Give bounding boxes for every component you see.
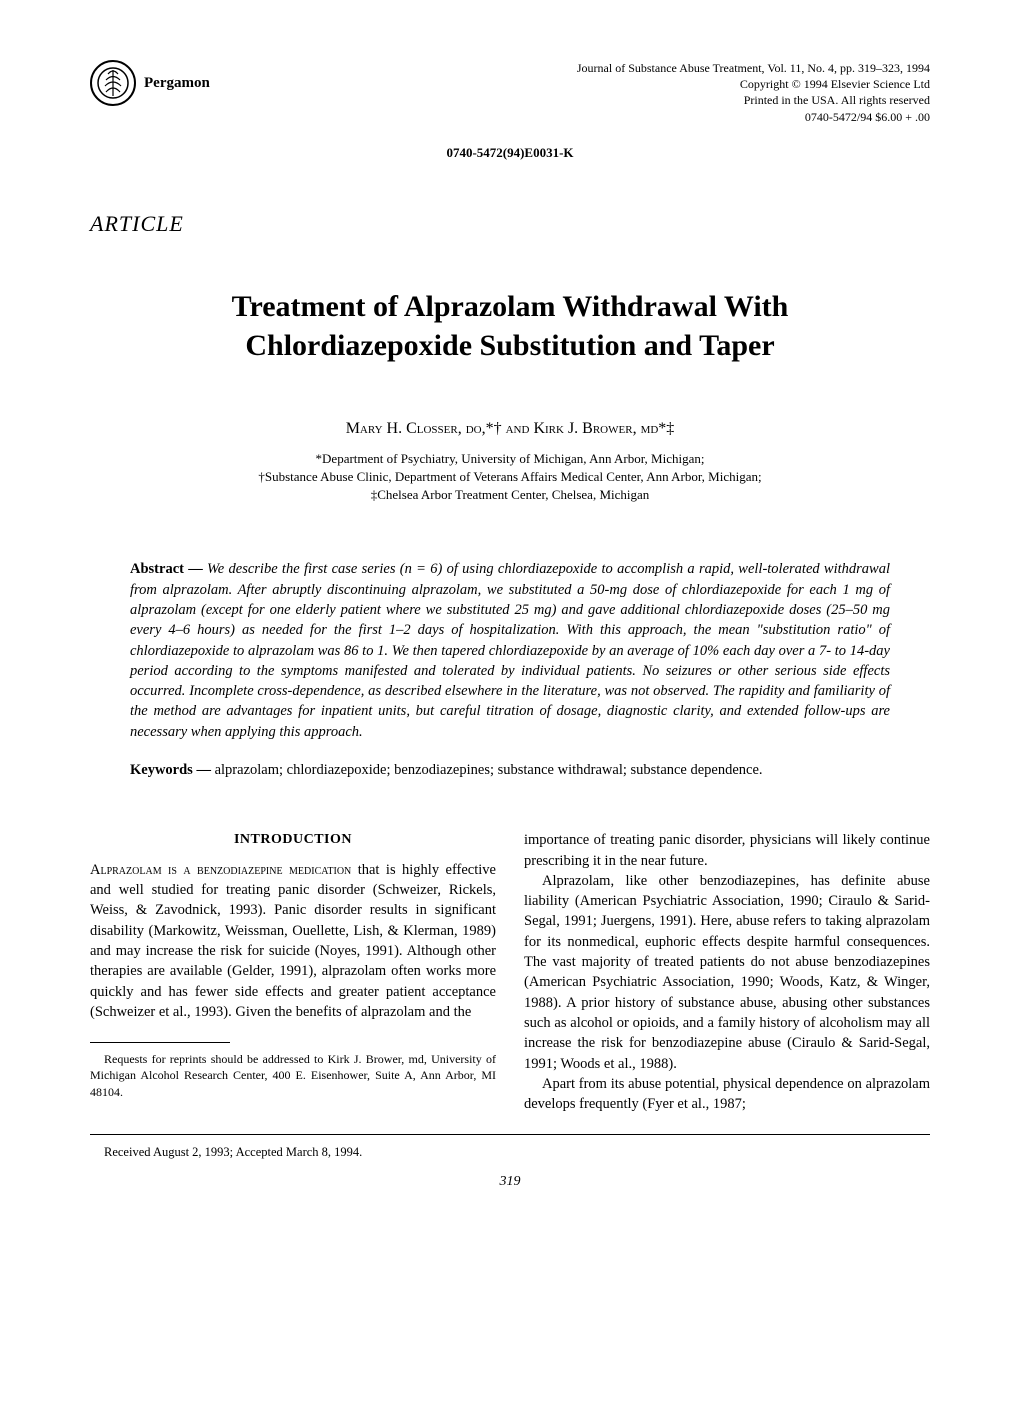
affiliation-2: †Substance Abuse Clinic, Department of V… <box>90 468 930 486</box>
title-line-2: Chlordiazepoxide Substitution and Taper <box>245 329 774 362</box>
publisher-name: Pergamon <box>144 75 210 92</box>
journal-citation: Journal of Substance Abuse Treatment, Vo… <box>577 60 930 76</box>
affiliations: *Department of Psychiatry, University of… <box>90 450 930 505</box>
bottom-rule <box>90 1134 930 1135</box>
article-title: Treatment of Alprazolam Withdrawal With … <box>90 287 930 365</box>
column-right: importance of treating panic disorder, p… <box>524 830 930 1114</box>
article-type: ARTICLE <box>90 211 930 237</box>
received-dates: Received August 2, 1993; Accepted March … <box>90 1145 930 1160</box>
header-row: Pergamon Journal of Substance Abuse Trea… <box>90 60 930 125</box>
title-line-1: Treatment of Alprazolam Withdrawal With <box>232 290 789 323</box>
publisher-block: Pergamon <box>90 60 210 106</box>
pii-identifier: 0740-5472(94)E0031-K <box>90 145 930 161</box>
affiliation-1: *Department of Psychiatry, University of… <box>90 450 930 468</box>
keywords: Keywords — alprazolam; chlordiazepoxide;… <box>130 760 890 780</box>
affiliation-3: ‡Chelsea Arbor Treatment Center, Chelsea… <box>90 486 930 504</box>
authors: Mary H. Closser, do,*† and Kirk J. Browe… <box>90 420 930 438</box>
footnote-rule <box>90 1042 230 1043</box>
intro-paragraph-1: Alprazolam is a benzodiazepine medicatio… <box>90 860 496 1022</box>
keywords-label: Keywords — <box>130 762 215 778</box>
journal-info: Journal of Substance Abuse Treatment, Vo… <box>577 60 930 125</box>
abstract: Abstract — We describe the first case se… <box>130 559 890 742</box>
journal-rights: Printed in the USA. All rights reserved <box>577 92 930 108</box>
intro-rest: that is highly effective and well studie… <box>90 862 496 1020</box>
intro-paragraph-2: Alprazolam, like other benzodiazepines, … <box>524 871 930 1074</box>
column-left: INTRODUCTION Alprazolam is a benzodiazep… <box>90 830 496 1114</box>
keywords-body: alprazolam; chlordiazepoxide; benzodiaze… <box>215 762 763 778</box>
journal-issn-price: 0740-5472/94 $6.00 + .00 <box>577 109 930 125</box>
intro-continued: importance of treating panic disorder, p… <box>524 830 930 871</box>
abstract-label: Abstract — <box>130 561 207 577</box>
introduction-heading: INTRODUCTION <box>90 830 496 850</box>
body-columns: INTRODUCTION Alprazolam is a benzodiazep… <box>90 830 930 1114</box>
abstract-body: We describe the first case series (n = 6… <box>130 561 890 739</box>
reprint-requests: Requests for reprints should be addresse… <box>90 1051 496 1100</box>
journal-copyright: Copyright © 1994 Elsevier Science Ltd <box>577 76 930 92</box>
intro-lead: Alprazolam is a benzodiazepine medicatio… <box>90 862 351 878</box>
pergamon-icon <box>90 60 136 106</box>
page-number: 319 <box>90 1174 930 1190</box>
intro-paragraph-3: Apart from its abuse potential, physical… <box>524 1074 930 1115</box>
